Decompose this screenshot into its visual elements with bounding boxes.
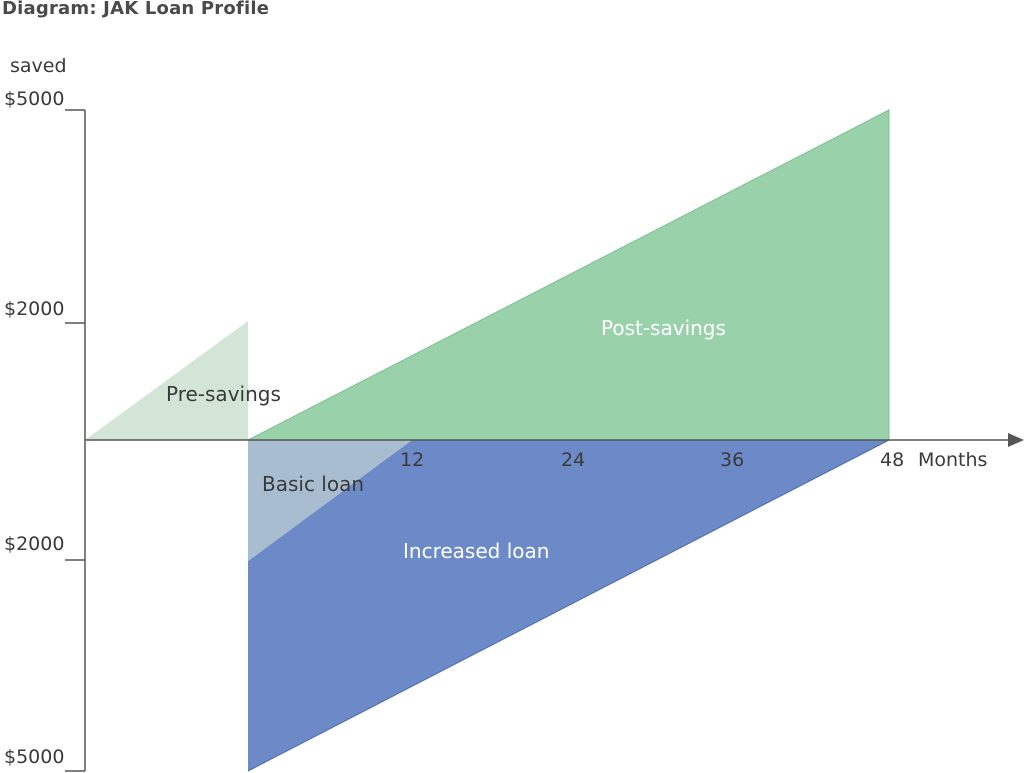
post-savings-label: Post-savings [601, 316, 726, 340]
y-axis-label: saved [10, 55, 67, 77]
y-tick-bottom-2000: $2000 [4, 533, 64, 555]
pre-savings-label: Pre-savings [166, 382, 281, 406]
x-tick-36: 36 [720, 449, 744, 471]
x-tick-24: 24 [561, 449, 585, 471]
increased-loan-edge [247, 439, 890, 772]
x-axis-unit: Months [918, 449, 987, 471]
x-axis-arrow-icon [1008, 433, 1024, 447]
diagram-title: Diagram: JAK Loan Profile [2, 0, 270, 19]
x-axis [85, 433, 1024, 447]
pre-savings-region [85, 321, 248, 440]
x-tick-12: 12 [400, 449, 424, 471]
basic-loan-region [248, 440, 412, 561]
basic-loan-label: Basic loan [262, 472, 364, 496]
y-tick-top-5000: $5000 [4, 88, 64, 110]
post-savings-region [247, 109, 890, 441]
increased-loan-label: Increased loan [403, 539, 549, 563]
y-tick-bottom-5000: $5000 [4, 746, 64, 768]
y-tick-top-2000: $2000 [4, 298, 64, 320]
y-axis [65, 109, 86, 772]
x-tick-48: 48 [880, 449, 904, 471]
